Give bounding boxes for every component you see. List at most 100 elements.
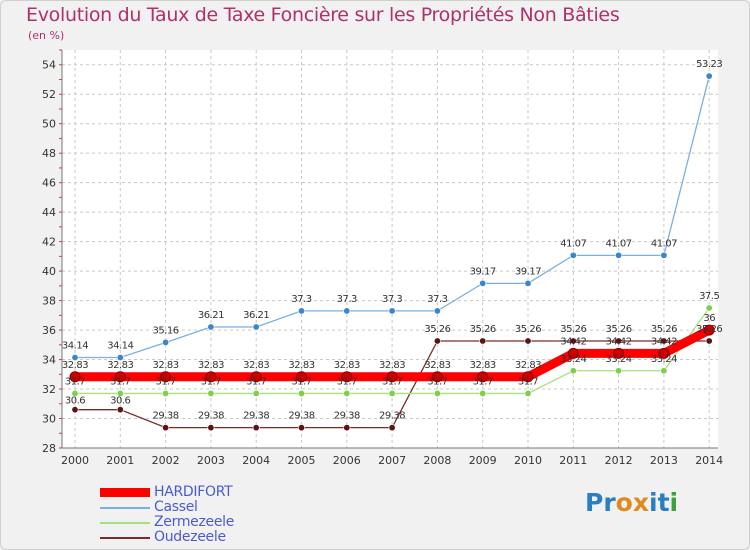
data-label-oudezeele: 35.26 <box>606 324 632 335</box>
data-point-zermezeele <box>524 389 532 397</box>
data-label-oudezeele: 29.38 <box>379 411 405 422</box>
y-tick-label: 52 <box>42 88 56 101</box>
data-point-cassel <box>252 323 260 331</box>
proxiti-logo: Proxiti <box>585 488 678 517</box>
y-tick-label: 44 <box>42 206 56 219</box>
data-label-cassel: 34.14 <box>62 340 88 351</box>
data-label-zermezeele: 31.7 <box>382 376 402 387</box>
data-point-hardifort <box>658 347 670 359</box>
data-point-hardifort <box>341 371 353 383</box>
y-tick-label: 28 <box>42 442 56 455</box>
data-label-zermezeele: 31.7 <box>65 376 85 387</box>
data-label-cassel: 39.17 <box>515 266 541 277</box>
data-label-oudezeele: 30.6 <box>65 396 85 407</box>
data-point-zermezeele <box>71 389 79 397</box>
data-label-oudezeele: 29.38 <box>288 411 314 422</box>
data-label-hardifort: 32.83 <box>62 360 88 371</box>
data-label-zermezeele: 33.24 <box>606 354 632 365</box>
data-label-zermezeele: 31.7 <box>155 376 175 387</box>
data-label-zermezeele: 31.7 <box>473 376 493 387</box>
data-point-cassel <box>479 279 487 287</box>
data-label-oudezeele: 35.26 <box>651 324 677 335</box>
data-point-cassel <box>705 72 713 80</box>
data-point-zermezeele <box>660 367 668 375</box>
data-point-zermezeele <box>162 389 170 397</box>
data-point-oudezeele <box>116 406 124 414</box>
data-label-hardifort: 32.83 <box>198 360 224 371</box>
data-label-zermezeele: 31.7 <box>246 376 266 387</box>
data-point-oudezeele <box>297 424 305 432</box>
data-point-cassel <box>162 338 170 346</box>
data-label-zermezeele: 31.7 <box>291 376 311 387</box>
data-point-hardifort <box>477 371 489 383</box>
y-tick-label: 50 <box>42 118 56 131</box>
logo-letter: x <box>632 488 649 517</box>
data-label-zermezeele: 33.24 <box>560 354 586 365</box>
data-label-zermezeele: 31.7 <box>427 376 447 387</box>
x-tick-label: 2002 <box>152 454 180 467</box>
legend-label: Oudezeele <box>154 529 226 545</box>
data-label-oudezeele: 29.38 <box>153 411 179 422</box>
legend-label: HARDIFORT <box>154 484 233 500</box>
x-tick-label: 2006 <box>333 454 361 467</box>
data-point-oudezeele <box>479 337 487 345</box>
data-label-hardifort: 32.83 <box>288 360 314 371</box>
data-point-zermezeele <box>433 389 441 397</box>
data-label-oudezeele: 35.26 <box>515 324 541 335</box>
legend-swatch <box>100 522 150 524</box>
x-tick-label: 2003 <box>197 454 225 467</box>
legend-label: Cassel <box>154 499 198 515</box>
data-label-cassel: 41.07 <box>606 238 632 249</box>
data-point-hardifort <box>386 371 398 383</box>
data-label-hardifort: 34.42 <box>606 336 632 347</box>
x-tick-label: 2012 <box>605 454 633 467</box>
logo-letter: o <box>615 488 633 517</box>
data-point-oudezeele <box>71 406 79 414</box>
data-point-hardifort <box>567 347 579 359</box>
chart-unit-label: (en %) <box>28 29 65 42</box>
data-label-oudezeele: 35.26 <box>424 324 450 335</box>
data-label-hardifort: 34.42 <box>651 336 677 347</box>
legend-swatch <box>100 507 150 509</box>
logo-letter: r <box>603 488 616 517</box>
data-point-cassel <box>116 353 124 361</box>
data-point-hardifort <box>522 371 534 383</box>
data-point-hardifort <box>114 371 126 383</box>
data-label-hardifort: 32.83 <box>107 360 133 371</box>
y-tick-label: 40 <box>42 265 56 278</box>
data-point-zermezeele <box>479 389 487 397</box>
data-point-cassel <box>297 307 305 315</box>
data-label-hardifort: 32.83 <box>243 360 269 371</box>
data-point-oudezeele <box>524 337 532 345</box>
y-tick-label: 32 <box>42 383 56 396</box>
legend-label: Zermezeele <box>154 514 235 530</box>
y-tick-label: 38 <box>42 295 56 308</box>
data-label-cassel: 34.14 <box>107 340 133 351</box>
data-label-zermezeele: 31.7 <box>110 376 130 387</box>
data-label-cassel: 37.3 <box>382 294 402 305</box>
legend-swatch <box>100 537 150 539</box>
data-label-hardifort: 32.83 <box>153 360 179 371</box>
y-tick-label: 30 <box>42 413 56 426</box>
data-point-oudezeele <box>343 424 351 432</box>
data-point-oudezeele <box>162 424 170 432</box>
x-tick-label: 2009 <box>469 454 497 467</box>
data-label-oudezeele: 35.26 <box>696 324 722 335</box>
data-point-hardifort <box>69 371 81 383</box>
data-point-zermezeele <box>297 389 305 397</box>
data-label-hardifort: 32.83 <box>334 360 360 371</box>
chart-title: Evolution du Taux de Taxe Foncière sur l… <box>26 4 620 26</box>
data-label-zermezeele: 33.24 <box>651 354 677 365</box>
x-tick-label: 2013 <box>650 454 678 467</box>
data-point-oudezeele <box>660 337 668 345</box>
logo-letter: t <box>657 488 670 517</box>
data-point-zermezeele <box>615 367 623 375</box>
data-label-hardifort: 32.83 <box>424 360 450 371</box>
data-label-cassel: 36.21 <box>243 310 269 321</box>
data-label-oudezeele: 35.26 <box>560 324 586 335</box>
y-tick-label: 54 <box>42 59 56 72</box>
data-label-oudezeele: 29.38 <box>334 411 360 422</box>
data-point-cassel <box>388 307 396 315</box>
data-label-oudezeele: 35.26 <box>470 324 496 335</box>
data-point-hardifort <box>205 371 217 383</box>
